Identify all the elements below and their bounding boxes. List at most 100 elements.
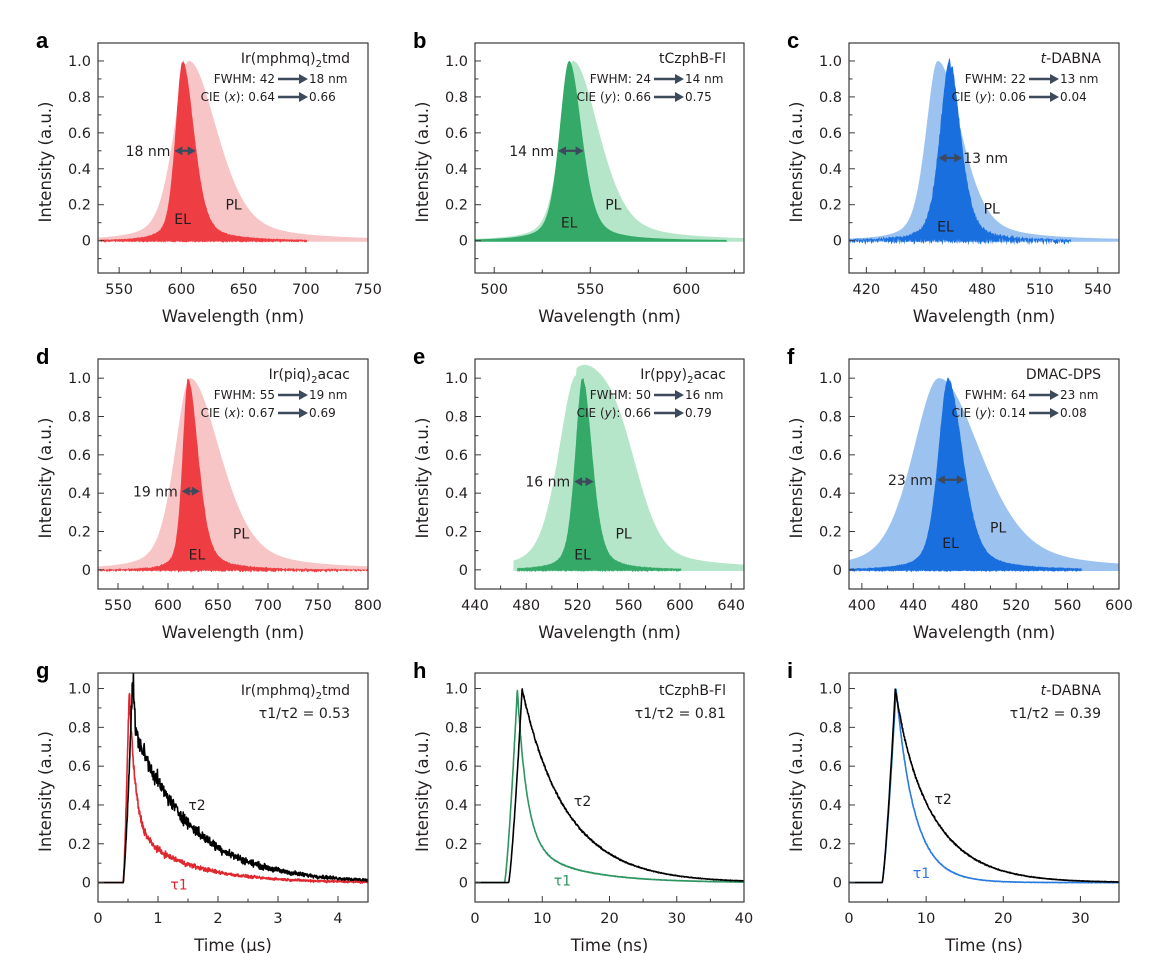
y-tick-label: 0.8 — [445, 720, 468, 736]
pl-label: PL — [615, 526, 631, 542]
x-tick-label: 650 — [230, 282, 258, 298]
plot-frame — [97, 672, 369, 903]
x-axis-title: Wavelength (nm) — [913, 307, 1056, 326]
x-tick-label: 1 — [153, 911, 162, 927]
x-tick-label: 750 — [304, 598, 332, 614]
compound-name: Ir(piq)2acac — [269, 367, 350, 386]
cie-to: 0.66 — [309, 90, 336, 104]
cie-arrow-head-icon — [675, 408, 684, 418]
plot-frame — [848, 672, 1120, 903]
fwhm-prefix: FWHM: — [214, 388, 260, 402]
width-label: 13 nm — [963, 151, 1008, 167]
x-tick-label: 480 — [512, 598, 540, 614]
width-arrow-right-head-icon — [191, 486, 200, 496]
panel-letter: c — [787, 28, 799, 53]
y-tick-label: 0.2 — [819, 837, 842, 853]
x-axis-title: Wavelength (nm) — [162, 307, 305, 326]
y-tick-label: 0.6 — [445, 448, 468, 464]
plot-area — [98, 673, 368, 884]
cie-axis: y — [604, 406, 613, 420]
panel-letter: i — [787, 658, 793, 683]
y-axis-title: Intensity (a.u.) — [787, 102, 806, 223]
x-tick-label: 3 — [273, 911, 282, 927]
tau2-label: τ2 — [574, 794, 591, 810]
cie-to: 0.79 — [685, 406, 712, 420]
tau2-decay-curve — [849, 688, 1119, 884]
y-tick-label: 0.8 — [445, 410, 468, 426]
fwhm-text: FWHM: 42 — [214, 72, 275, 86]
y-tick-label: 1.0 — [68, 371, 91, 387]
y-tick-label: 0 — [82, 876, 91, 892]
pl-label: PL — [233, 526, 249, 542]
x-tick-label: 600 — [673, 282, 701, 298]
width-label: 19 nm — [133, 484, 178, 500]
x-tick-label: 700 — [292, 282, 320, 298]
width-arrow-right-head-icon — [954, 153, 963, 163]
compound-italic-prefix: t — [1041, 683, 1047, 699]
y-tick-label: 0.2 — [68, 525, 91, 541]
x-tick-label: 20 — [994, 911, 1012, 927]
tau-ratio-text: τ1/τ2 = 0.81 — [635, 706, 726, 722]
plot-area — [849, 58, 1119, 246]
cie-text: CIE (y): 0.14 — [952, 406, 1026, 420]
cie-arrow-head-icon — [299, 92, 308, 102]
x-axis-title: Time (ns) — [570, 936, 649, 953]
compound-main: -DABNA — [1046, 683, 1101, 699]
fwhm-from: 50 — [636, 388, 651, 402]
y-tick-label: 0 — [82, 563, 91, 579]
y-tick-label: 0.8 — [819, 410, 842, 426]
width-label: 14 nm — [509, 144, 554, 160]
x-tick-label: 600 — [1105, 598, 1133, 614]
y-tick-label: 0.2 — [68, 198, 91, 214]
fwhm-to: 13 nm — [1060, 72, 1098, 86]
width-arrow-right-head-icon — [585, 477, 594, 487]
y-tick-label: 1.0 — [819, 54, 842, 70]
y-axis-title: Intensity (a.u.) — [787, 731, 806, 852]
cie-suffix: ): — [236, 90, 249, 104]
y-tick-label: 0.6 — [445, 126, 468, 142]
fwhm-to: 23 nm — [1060, 388, 1098, 402]
fwhm-prefix: FWHM: — [965, 72, 1011, 86]
y-axis-title: Intensity (a.u.) — [36, 418, 55, 539]
cie-prefix: CIE ( — [952, 406, 980, 420]
compound-main: tCzphB-Fl — [659, 683, 726, 699]
x-tick-label: 700 — [254, 598, 282, 614]
y-tick-label: 0.8 — [68, 90, 91, 106]
fwhm-to: 18 nm — [309, 72, 347, 86]
cie-prefix: CIE ( — [201, 406, 229, 420]
width-arrow-left-head-icon — [574, 477, 583, 487]
x-tick-label: 0 — [844, 911, 853, 927]
panel-letter: h — [413, 658, 426, 683]
cie-arrow-head-icon — [1050, 408, 1059, 418]
y-tick-label: 0.4 — [445, 162, 468, 178]
plot-area — [849, 688, 1119, 884]
panel-c: 420 450 480 510 540 0 0.2 0.4 0.6 0.8 1.0 Wavelengt… — [787, 28, 1120, 326]
fwhm-text: FWHM: 24 — [590, 72, 651, 86]
panel-letter: f — [787, 344, 795, 369]
fwhm-from: 42 — [260, 72, 275, 86]
y-tick-label: 0.6 — [819, 126, 842, 142]
plot-area — [98, 377, 368, 573]
panel-e: 440 480 520 560 600 640 0 0.2 0.4 0.6 0.8 1.0 Wavele… — [413, 344, 745, 642]
x-tick-label: 510 — [1026, 282, 1054, 298]
y-tick-label: 0.4 — [445, 486, 468, 502]
x-tick-label: 420 — [853, 282, 881, 298]
fwhm-to: 19 nm — [309, 388, 347, 402]
y-tick-label: 0 — [833, 234, 842, 250]
x-tick-label: 750 — [354, 282, 382, 298]
y-tick-label: 0.6 — [68, 126, 91, 142]
fwhm-prefix: FWHM: — [965, 388, 1011, 402]
x-tick-label: 600 — [154, 598, 182, 614]
y-tick-label: 0.4 — [819, 162, 842, 178]
width-label: 18 nm — [126, 144, 171, 160]
fwhm-prefix: FWHM: — [590, 388, 636, 402]
y-tick-label: 0 — [833, 563, 842, 579]
y-tick-label: 0.8 — [68, 720, 91, 736]
el-label: EL — [937, 219, 954, 235]
x-tick-label: 480 — [951, 598, 979, 614]
pl-label: PL — [990, 521, 1006, 537]
cie-arrow-head-icon — [1050, 92, 1059, 102]
fwhm-from: 24 — [636, 72, 651, 86]
x-tick-label: 2 — [213, 911, 222, 927]
y-tick-label: 1.0 — [445, 371, 468, 387]
